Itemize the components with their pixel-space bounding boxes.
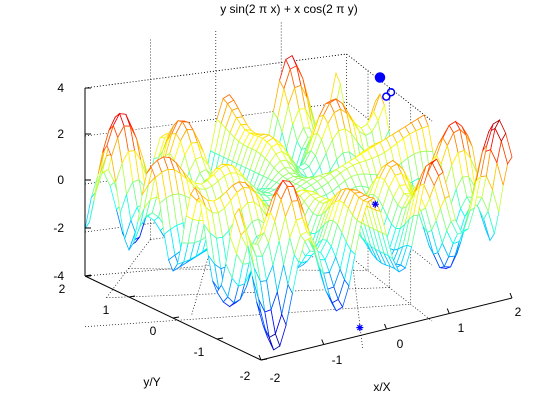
z-tick-label: -2 <box>53 221 64 235</box>
y-axis-label: y/Y <box>143 375 160 389</box>
y-tick-mark <box>128 295 136 298</box>
surface-mesh <box>84 55 513 351</box>
star-marker-stroke <box>372 201 379 208</box>
y-tick-label: 0 <box>150 324 157 338</box>
back-box-edge <box>346 253 433 322</box>
back-box-edge <box>84 53 347 89</box>
back-box-edge <box>346 53 433 122</box>
x-tick-mark <box>509 292 513 299</box>
floor-grid-line <box>84 303 411 328</box>
x-tick-mark <box>321 339 325 345</box>
z-tick-label: 4 <box>57 81 64 95</box>
floor-grid-line <box>128 268 369 272</box>
z-tick-label: 0 <box>57 173 64 187</box>
filled-circle-marker <box>374 72 386 83</box>
star-marker <box>356 324 364 332</box>
y-tick-mark <box>216 337 224 340</box>
floor-grid-line <box>106 287 390 299</box>
x-axis-ticks: -2 -1 0 1 2 <box>258 292 522 385</box>
y-tick-mark <box>172 316 180 319</box>
z-tick-label: -4 <box>53 269 64 283</box>
floor-grid-line <box>106 239 151 298</box>
y-tick-label: 1 <box>103 303 110 317</box>
y-tick-mark <box>260 358 268 361</box>
z-axis-ticks: 4 2 0 -2 -4 <box>53 81 91 283</box>
marker-layer <box>356 72 396 332</box>
x-tick-mark <box>258 354 262 361</box>
x-tick-mark <box>384 323 387 330</box>
x-tick-label: 0 <box>397 337 404 351</box>
x-tick-label: -2 <box>270 371 281 385</box>
x-tick-label: 1 <box>458 321 465 335</box>
x-axis-label: x/X <box>373 380 390 394</box>
y-tick-label: -2 <box>240 369 251 383</box>
x-tick-mark <box>446 308 450 314</box>
y-tick-mark <box>84 274 92 277</box>
circle-marker <box>386 87 396 97</box>
y-tick-label: -1 <box>194 345 205 359</box>
chart-title: y sin(2 π x) + x cos(2 π y) <box>220 2 358 16</box>
surface-cell <box>256 301 268 337</box>
star-marker <box>371 200 379 208</box>
x-tick-label: 2 <box>515 305 522 319</box>
circle-marker <box>382 92 391 101</box>
z-tick-label: 2 <box>57 127 64 141</box>
x-tick-label: -1 <box>332 353 343 367</box>
star-marker-stroke <box>356 324 363 331</box>
y-tick-label: 2 <box>59 282 66 296</box>
y-axis-ticks: 2 1 0 -1 -2 <box>59 274 268 383</box>
